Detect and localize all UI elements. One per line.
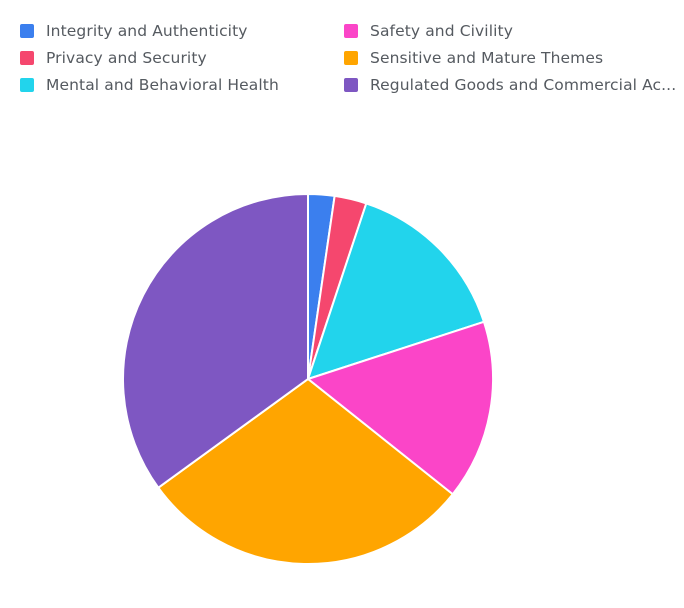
legend-item-safety[interactable]: Safety and Civility [344, 21, 513, 41]
legend-item-integrity[interactable]: Integrity and Authenticity [20, 21, 248, 41]
legend-swatch-safety [344, 24, 358, 38]
legend-item-sensitive[interactable]: Sensitive and Mature Themes [344, 48, 603, 68]
legend-item-regulated[interactable]: Regulated Goods and Commercial Ac... [344, 75, 676, 95]
legend-label-mental: Mental and Behavioral Health [46, 76, 279, 94]
legend-label-integrity: Integrity and Authenticity [46, 22, 248, 40]
legend-label-sensitive: Sensitive and Mature Themes [370, 49, 604, 67]
pie-slice-regulated[interactable] [122, 193, 309, 489]
legend-swatch-integrity [20, 24, 34, 38]
legend-label-regulated: Regulated Goods and Commercial Ac... [370, 76, 677, 94]
legend-swatch-regulated [344, 78, 358, 92]
pie-chart [122, 193, 494, 565]
legend-item-privacy[interactable]: Privacy and Security [20, 48, 207, 68]
legend-swatch-sensitive [344, 51, 358, 65]
legend-label-safety: Safety and Civility [370, 22, 513, 40]
pie-slice-safety[interactable] [307, 320, 494, 496]
legend-item-mental[interactable]: Mental and Behavioral Health [20, 75, 279, 95]
chart-legend: Integrity and Authenticity Privacy and S… [0, 0, 684, 110]
legend-swatch-mental [20, 78, 34, 92]
legend-swatch-privacy [20, 51, 34, 65]
pie-slice-sensitive[interactable] [157, 378, 454, 565]
legend-label-privacy: Privacy and Security [46, 49, 207, 67]
chart-area [0, 110, 684, 608]
